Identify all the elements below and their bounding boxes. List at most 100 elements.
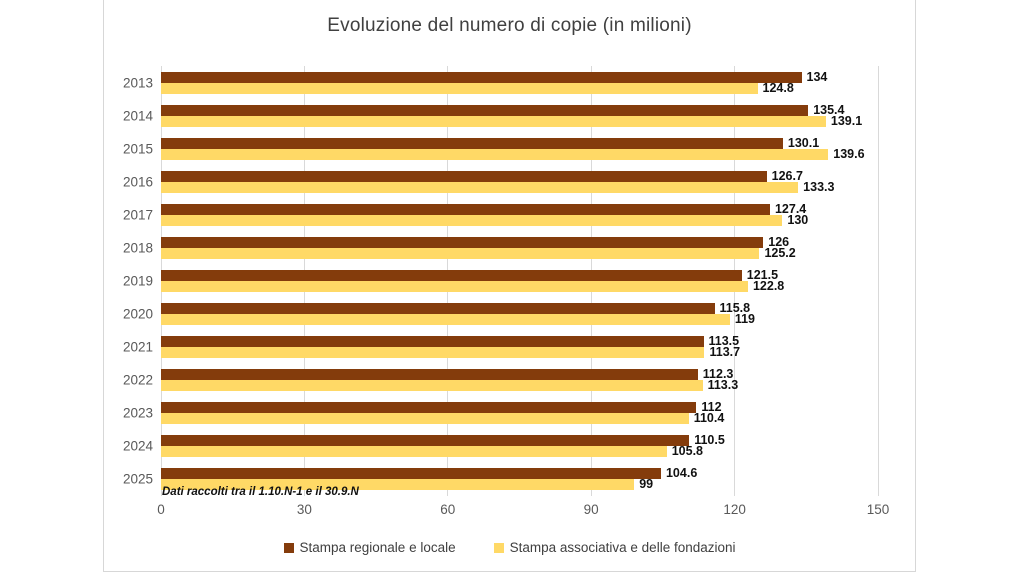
bar-line: 110.5 [161,433,878,448]
data-label: 104.6 [665,466,698,481]
data-label: 105.8 [671,444,703,459]
legend-swatch-brown-icon [283,542,294,553]
y-axis-label-2015: 2015 [122,141,153,157]
data-label: 127.4 [774,201,807,216]
bar-line: 126 [161,234,878,249]
bar-row-2020: 2020 115.8 119 [123,298,878,331]
bar-row-2021: 2021 113.5 113.7 [123,331,878,364]
data-label: 125.2 [764,245,796,260]
chart-card: Evoluzione del numero di copie (in milio… [103,0,916,572]
bar-line: 113.7 [161,345,878,360]
bar-line: 112.3 [161,367,878,382]
bar-line: 104.6 [161,466,878,481]
bar-line: 112 [161,400,878,415]
bar-row-2023: 2023 112 110.4 [123,397,878,430]
y-axis-label-2019: 2019 [122,273,153,289]
bar-row-2014: 2014 135.4 139.1 [123,99,878,132]
bar-line: 113.5 [161,334,878,349]
data-label: 139.1 [830,113,863,128]
bar-row-2022: 2022 112.3 113.3 [123,364,878,397]
gridline-150 [877,66,879,496]
y-axis-label-2023: 2023 [122,405,153,421]
data-label: 126 [768,234,790,249]
bar-line: 122.8 [161,280,878,292]
bar-stampa-associativa-2025 [161,479,635,491]
y-axis-label-2016: 2016 [122,174,153,190]
y-axis-label-2021: 2021 [122,339,153,355]
bar-stampa-regionale-2014 [161,104,809,116]
data-label: 112 [701,400,722,415]
legend-label-stampa-regionale: Stampa regionale e locale [299,540,456,555]
bar-stampa-regionale-2021 [161,336,704,348]
bar-stampa-associativa-2018 [161,247,760,259]
data-label: 130.1 [787,135,820,150]
bar-row-2015: 2015 130.1 139.6 [123,132,878,165]
bar-line: 110.4 [161,412,878,425]
bar-stampa-regionale-2023 [161,402,697,414]
bar-stampa-associativa-2015 [161,148,829,160]
bar-stampa-associativa-2017 [161,214,783,226]
x-axis-tick-label-120: 120 [723,502,746,517]
bar-line: 119 [161,312,878,327]
chart-title: Evoluzione del numero di copie (in milio… [327,15,692,36]
data-label: 130 [787,212,809,227]
bar-row-2016: 2016 126.7 133.3 [123,165,878,198]
x-axis-tick-label-150: 150 [866,502,890,517]
bar-stampa-associativa-2019 [161,281,748,292]
data-label: 99 [639,477,654,492]
bar-stampa-associativa-2014 [161,115,826,127]
bar-stampa-associativa-2022 [161,380,703,392]
data-label: 113.3 [707,378,739,393]
bar-row-2017: 2017 127.4 130 [123,198,878,231]
data-label: 121.5 [746,268,779,282]
data-label: 135.4 [813,102,845,117]
bar-line: 134 [161,69,878,84]
data-label: 115.8 [719,301,751,316]
bar-stampa-regionale-2018 [161,236,764,248]
data-label: 113.7 [709,345,741,360]
x-axis-tick-label-60: 60 [440,502,456,517]
bar-line: 105.8 [161,444,878,459]
legend-label-stampa-associativa: Stampa associativa e delle fondazioni [509,540,736,555]
legend-item-stampa-associativa: Stampa associativa e delle fondazioni [493,540,736,555]
bar-stampa-regionale-2015 [161,137,783,149]
x-axis-tick-label-0: 0 [157,502,165,517]
data-label: 124.8 [762,80,794,95]
bar-line: 125.2 [161,245,878,260]
data-label: 110.5 [694,433,725,448]
bar-row-2013: 2013 134 124.8 [123,66,878,99]
legend-item-stampa-regionale: Stampa regionale e locale [283,540,456,555]
y-axis-label-2014: 2014 [122,108,153,124]
data-label: 119 [734,312,755,327]
bar-stampa-regionale-2016 [161,170,767,182]
bar-stampa-regionale-2025 [161,468,661,480]
data-label: 139.6 [833,146,865,161]
bar-line: 113.3 [161,378,878,393]
bar-row-2024: 2024 110.5 105.8 [123,430,878,463]
bar-line: 99 [161,477,878,492]
y-axis-label-2013: 2013 [122,75,153,91]
bar-stampa-regionale-2020 [161,303,715,315]
bar-row-2018: 2018 126 125.2 [123,231,878,264]
bar-line: 139.6 [161,146,878,161]
data-label: 134 [806,69,828,84]
bar-line: 135.4 [161,102,878,117]
bar-row-2019: 2019 121.5 122.8 [123,264,878,297]
legend: Stampa regionale e locale Stampa associa… [104,540,915,555]
y-axis-label-2022: 2022 [122,372,153,388]
bar-line: 130.1 [161,135,878,150]
bar-stampa-associativa-2016 [161,181,799,193]
y-axis-label-2017: 2017 [122,207,153,223]
bar-line: 133.3 [161,181,878,193]
chart-footnote: Dati raccolti tra il 1.10.N-1 e il 30.9.… [162,486,359,498]
bar-stampa-regionale-2024 [161,435,690,447]
data-label: 113.5 [708,334,740,349]
y-axis-label-2024: 2024 [122,438,153,454]
bar-line: 127.4 [161,201,878,216]
bar-stampa-regionale-2019 [161,270,742,281]
bar-line: 124.8 [161,80,878,95]
bar-row-2025: 2025 104.6 99 [123,463,878,496]
legend-swatch-yellow-icon [493,542,504,553]
y-axis-label-2020: 2020 [122,306,153,322]
data-label: 112.3 [702,367,734,382]
